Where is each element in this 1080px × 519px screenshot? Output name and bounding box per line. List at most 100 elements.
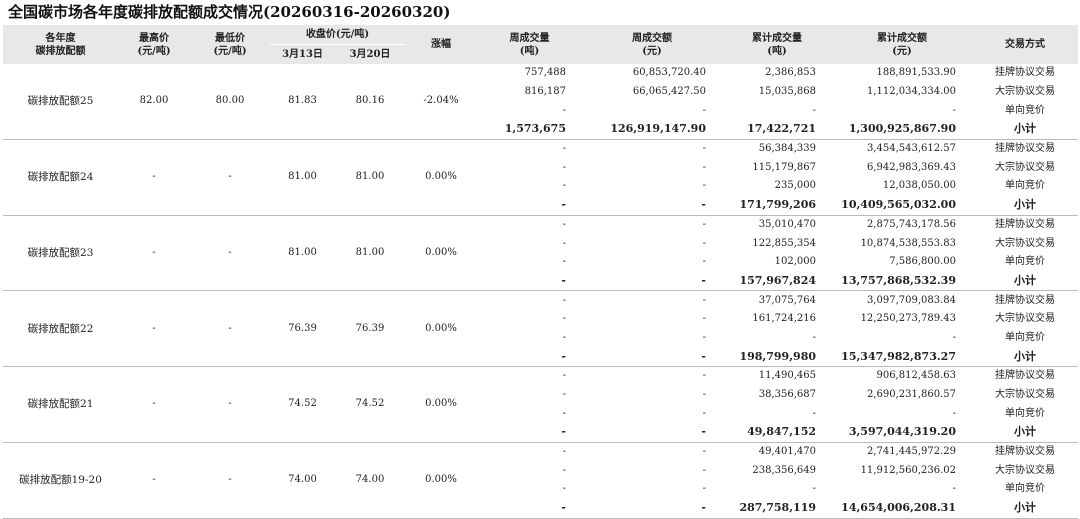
cum-volume-cell: 102,000 bbox=[774, 256, 816, 268]
weekly-amount-cell: - bbox=[702, 313, 706, 325]
cum-amount-cell: 7,586,800.00 bbox=[889, 256, 956, 268]
change-cell: 0.00% bbox=[425, 398, 457, 410]
cum-amount-cell: 14,654,006,208.31 bbox=[841, 501, 956, 515]
high-price-cell: - bbox=[152, 398, 156, 410]
trade-method-cell: 大宗协议交易 bbox=[995, 237, 1055, 249]
table-row: - - 161,724,216 12,250,273,789.43 大宗协议交易 bbox=[3, 310, 1078, 329]
change-cell: 0.00% bbox=[425, 474, 457, 486]
table-row: 816,187 66,065,427.50 15,035,868 1,112,034,… bbox=[3, 83, 1078, 102]
high-price-cell: - bbox=[152, 246, 156, 258]
cum-volume-cell: 157,967,824 bbox=[739, 273, 816, 287]
table-row: - - 122,855,354 10,874,538,553.83 大宗协议交易 bbox=[3, 234, 1078, 253]
weekly-volume-cell: - bbox=[561, 273, 566, 287]
weekly-amount-cell: - bbox=[702, 407, 706, 419]
close-price-date2-cell: 74.52 bbox=[355, 398, 385, 410]
trade-method-cell: 大宗协议交易 bbox=[995, 389, 1055, 401]
cum-amount-cell: 3,097,709,083.84 bbox=[866, 294, 956, 306]
cum-amount-cell: 12,250,273,789.43 bbox=[860, 313, 956, 325]
low-price-cell: 80.00 bbox=[215, 95, 245, 107]
cum-volume-cell: 235,000 bbox=[774, 180, 816, 192]
weekly-amount-cell: - bbox=[701, 425, 706, 439]
weekly-amount-cell: - bbox=[702, 237, 706, 249]
cum-amount-cell: - bbox=[952, 104, 956, 116]
table-row: - - 38,356,687 2,690,231,860.57 大宗协议交易 bbox=[3, 386, 1078, 405]
trade-method-cell: 挂牌协议交易 bbox=[995, 67, 1055, 79]
high-price-cell: - bbox=[152, 474, 156, 486]
cum-amount-cell: 188,891,533.90 bbox=[876, 67, 956, 79]
cum-amount-cell: - bbox=[952, 331, 956, 343]
low-price-cell: - bbox=[228, 322, 232, 334]
close-price-date1-cell: 74.52 bbox=[288, 398, 317, 410]
weekly-amount-cell: - bbox=[702, 256, 706, 268]
low-price-cell: - bbox=[228, 474, 232, 486]
category-cell: 碳排放配额24 bbox=[27, 171, 94, 184]
table-row: - - - - 单向竞价 bbox=[3, 480, 1078, 499]
cum-volume-cell: 171,799,206 bbox=[739, 198, 816, 212]
table-row: - - 157,967,824 13,757,868,532.39 小计 bbox=[3, 272, 1078, 291]
cum-amount-cell: - bbox=[952, 407, 956, 419]
cum-volume-cell: - bbox=[812, 483, 816, 495]
weekly-volume-cell: - bbox=[562, 256, 566, 268]
table-row: 碳排放配额25 82.00 80.00 81.83 80.16 -2.04% 757,488… bbox=[3, 64, 1078, 107]
cum-volume-cell: 115,179,867 bbox=[752, 161, 816, 173]
table-row: - - - - 单向竞价 bbox=[3, 329, 1078, 348]
table-row: - - 171,799,206 10,409,565,032.00 小计 bbox=[3, 196, 1078, 215]
high-price-cell: - bbox=[152, 171, 156, 183]
cum-volume-cell: 2,386,853 bbox=[765, 67, 816, 79]
trade-method-cell: 小计 bbox=[1014, 198, 1036, 212]
weekly-volume-cell: 816,187 bbox=[524, 86, 566, 98]
change-cell: 0.00% bbox=[425, 246, 457, 258]
category-cell: 碳排放配额19-20 bbox=[19, 474, 102, 487]
trade-method-cell: 小计 bbox=[1014, 425, 1036, 439]
weekly-volume-cell: - bbox=[562, 446, 566, 458]
cum-volume-cell: 38,356,687 bbox=[758, 389, 816, 401]
cum-amount-cell: 6,942,983,369.43 bbox=[866, 161, 956, 173]
weekly-volume-cell: - bbox=[562, 104, 566, 116]
trade-method-cell: 大宗协议交易 bbox=[995, 161, 1055, 173]
table-row: 碳排放配额19-20 - - 74.00 74.00 0.00% - - 49,401,470 2… bbox=[3, 442, 1078, 486]
header-weekly-volume: 周成交量 (吨) bbox=[477, 25, 582, 64]
weekly-amount-cell: 126,919,147.90 bbox=[610, 122, 706, 136]
close-price-date2-cell: 76.39 bbox=[355, 322, 385, 334]
weekly-volume-cell: - bbox=[562, 161, 566, 173]
trade-method-cell: 挂牌协议交易 bbox=[995, 294, 1055, 306]
weekly-amount-cell: - bbox=[702, 161, 706, 173]
low-price-cell: - bbox=[228, 246, 232, 258]
change-cell: 0.00% bbox=[425, 171, 457, 183]
close-price-date2-cell: 81.00 bbox=[355, 246, 385, 258]
cum-amount-cell: 11,912,560,236.02 bbox=[860, 464, 956, 476]
table-row: - - - - 单向竞价 bbox=[3, 404, 1078, 423]
page-title: 全国碳市场各年度碳排放配额成交情况(20260316-20260320) bbox=[8, 3, 451, 21]
trade-method-cell: 挂牌协议交易 bbox=[995, 370, 1055, 382]
carbon-trading-table: 各年度 碳排放配额 最高价 (元/吨) 最低价 (元/吨) 收盘价(元/吨) 涨幅 周… bbox=[3, 25, 1078, 519]
trade-method-cell: 小计 bbox=[1014, 122, 1036, 136]
cum-amount-cell: - bbox=[952, 483, 956, 495]
cum-volume-cell: 122,855,354 bbox=[752, 237, 816, 249]
weekly-volume-cell: - bbox=[562, 370, 566, 382]
weekly-volume-cell: - bbox=[562, 407, 566, 419]
weekly-volume-cell: - bbox=[562, 389, 566, 401]
trade-method-cell: 大宗协议交易 bbox=[995, 464, 1055, 476]
cum-amount-cell: 10,874,538,553.83 bbox=[860, 237, 956, 249]
cum-volume-cell: 37,075,764 bbox=[758, 294, 816, 306]
header-high-price: 最高价 (元/吨) bbox=[118, 25, 190, 64]
header-cum-volume: 累计成交量 (吨) bbox=[722, 25, 832, 64]
cum-amount-cell: 2,875,743,178.56 bbox=[866, 218, 956, 230]
weekly-volume-cell: - bbox=[562, 237, 566, 249]
trade-method-cell: 单向竞价 bbox=[1005, 483, 1045, 495]
low-price-cell: - bbox=[228, 171, 232, 183]
cum-amount-cell: 10,409,565,032.00 bbox=[841, 198, 956, 212]
header-category: 各年度 碳排放配额 bbox=[3, 25, 118, 64]
weekly-volume-cell: - bbox=[561, 425, 566, 439]
table-row: - - 115,179,867 6,942,983,369.43 大宗协议交易 bbox=[3, 158, 1078, 177]
weekly-amount-cell: - bbox=[701, 273, 706, 287]
table-row: 碳排放配额24 - - 81.00 81.00 0.00% - - 56,384,339 3,45… bbox=[3, 139, 1078, 183]
weekly-amount-cell: - bbox=[702, 218, 706, 230]
header-cum-amount: 累计成交额 (元) bbox=[832, 25, 972, 64]
trade-method-cell: 单向竞价 bbox=[1005, 104, 1045, 116]
weekly-volume-cell: - bbox=[562, 331, 566, 343]
change-cell: 0.00% bbox=[425, 322, 457, 334]
weekly-amount-cell: - bbox=[702, 464, 706, 476]
weekly-amount-cell: - bbox=[702, 389, 706, 401]
weekly-volume-cell: - bbox=[562, 464, 566, 476]
